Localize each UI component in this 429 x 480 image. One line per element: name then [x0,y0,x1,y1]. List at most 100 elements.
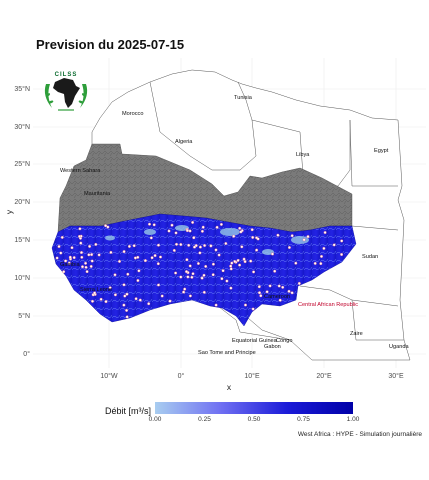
y-tick: 25°N [14,160,30,168]
station-marker [271,252,275,256]
station-marker [322,246,326,250]
station-marker [203,243,207,247]
station-marker [138,298,142,302]
station-marker [302,238,306,242]
station-marker [136,255,140,259]
station-marker [191,220,195,224]
station-marker [251,235,255,239]
x-tick: 20°E [316,372,332,380]
station-marker [233,260,237,264]
station-marker [77,234,81,238]
station-marker [214,303,218,307]
country-label-uganda: Uganda [389,344,409,350]
station-marker [179,242,183,246]
station-marker [134,297,138,301]
station-marker [108,286,112,290]
station-marker [268,284,272,288]
station-marker [224,241,228,245]
station-marker [287,245,291,249]
station-marker [106,225,110,229]
station-marker [313,261,317,265]
station-marker [174,242,178,246]
station-marker [198,251,202,255]
country-label-sierra-leone: Sierra Leone [80,287,112,293]
station-marker [60,235,64,239]
station-marker [136,279,140,283]
station-marker [215,225,219,229]
station-marker [188,229,192,233]
station-marker [340,239,344,243]
map: Tunisia Morocco Algeria Libya Egypt West… [4,58,426,392]
legend-title: Débit [m³/s] [105,406,152,416]
y-tick: 15°N [14,236,30,244]
station-marker [278,298,282,302]
station-marker [242,257,246,261]
station-marker [93,291,97,295]
y-tick: 35°N [14,85,30,93]
station-marker [147,302,151,306]
africa-icon [53,78,80,108]
country-label-libya: Libya [296,152,310,158]
station-marker [201,225,205,229]
station-marker [265,290,269,294]
station-marker [238,226,242,230]
station-marker [257,285,261,289]
station-marker [306,235,310,239]
station-marker [79,250,83,254]
y-tick: 10°N [14,274,30,282]
station-marker [256,237,260,241]
station-marker [72,256,76,260]
station-marker [221,269,225,273]
station-marker [259,294,263,298]
station-marker [143,259,147,263]
station-marker [225,279,229,283]
station-marker [99,297,103,301]
station-marker [211,262,215,266]
station-marker [85,270,89,274]
station-marker [172,248,176,252]
station-marker [249,259,253,263]
station-marker [133,256,137,260]
station-marker [122,303,126,307]
station-marker [220,277,224,281]
x-tick: 10°W [100,372,118,380]
station-marker [287,289,291,293]
station-marker [187,243,191,247]
station-marker [192,245,196,249]
station-marker [94,242,98,246]
station-marker [117,259,121,263]
country-label-sudan: Sudan [362,254,378,260]
legend-tick: 1.00 [346,416,360,423]
station-marker [258,291,262,295]
station-marker [149,236,153,240]
station-marker [57,244,61,248]
x-tick: 10°E [244,372,260,380]
station-marker [137,269,141,273]
laurel-icon [44,84,88,108]
station-marker [217,253,221,257]
station-marker [319,262,323,266]
station-marker [214,248,218,252]
legend-tick: 0.00 [148,416,162,423]
y-axis: 35°N 30°N 25°N 20°N 15°N 10°N 5°N 0° [14,85,30,358]
station-marker [113,273,117,277]
station-marker [184,270,188,274]
flow-zone [51,213,357,327]
station-marker [273,269,277,273]
station-marker [156,243,160,247]
station-marker [122,250,126,254]
country-label-gabon: Gabon [264,344,281,350]
station-marker [191,272,195,276]
x-axis: 10°W 0° 10°E 20°E 30°E [100,372,404,380]
station-marker [219,222,223,226]
station-marker [188,264,192,268]
station-marker [78,227,82,231]
station-marker [170,223,174,227]
station-marker [183,287,187,291]
station-marker [67,261,71,265]
y-tick: 0° [23,350,30,358]
station-marker [196,262,200,266]
station-marker [239,230,243,234]
country-labels: Tunisia Morocco Algeria Libya Egypt West… [60,95,409,356]
station-marker [188,294,192,298]
